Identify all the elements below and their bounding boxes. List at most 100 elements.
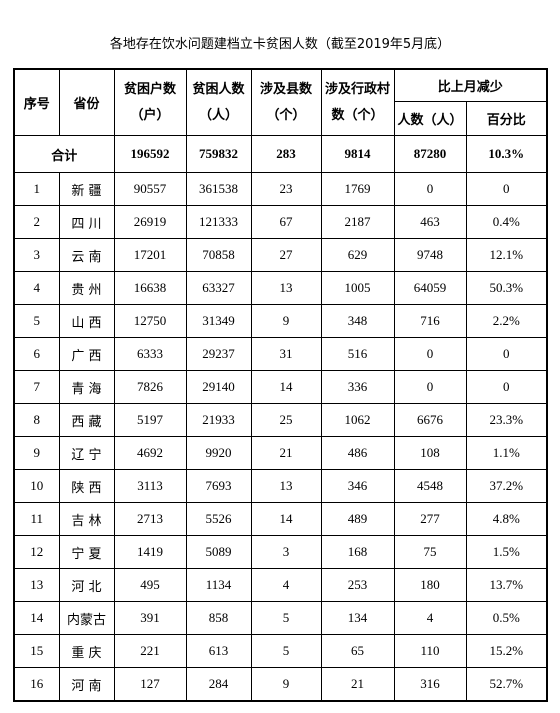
cell: 168: [320, 535, 395, 569]
cell: 4: [250, 568, 322, 602]
cell: 15.2%: [465, 634, 548, 668]
cell: 0.5%: [465, 601, 548, 635]
cell: 348: [320, 304, 395, 338]
total-row: 合计 196592 759832 283 9814 87280 10.3%: [13, 135, 548, 173]
cell: 127: [113, 667, 187, 702]
cell: 2: [13, 205, 60, 239]
total-cell: 759832: [185, 135, 252, 173]
cell: 2713: [113, 502, 187, 536]
cell: 64059: [393, 271, 467, 305]
cell: 3113: [113, 469, 187, 503]
cell: 9920: [185, 436, 252, 470]
cell: 7693: [185, 469, 252, 503]
cell: 16638: [113, 271, 187, 305]
header-line: （个）: [266, 107, 306, 123]
cell: 23.3%: [465, 403, 548, 437]
cell: 6: [13, 337, 60, 371]
cell: 134: [320, 601, 395, 635]
cell: 吉 林: [58, 502, 115, 536]
cell: 1134: [185, 568, 252, 602]
header-line: （人）: [198, 107, 238, 123]
cell: 10: [13, 469, 60, 503]
cell: 云 南: [58, 238, 115, 272]
cell: 37.2%: [465, 469, 548, 503]
header-cell: 百分比: [465, 101, 548, 136]
cell: 21933: [185, 403, 252, 437]
header-line: （户）: [130, 107, 170, 123]
cell: 9: [250, 667, 322, 702]
cell: 0: [465, 370, 548, 404]
cell: 1005: [320, 271, 395, 305]
cell: 21: [320, 667, 395, 702]
cell: 9: [250, 304, 322, 338]
data-row: 12 宁 夏 1419 5089 3 168 75 1.5%: [13, 535, 548, 569]
cell: 108: [393, 436, 467, 470]
header-row: 序号 省份 贫困户数 （户） 贫困人数 （人） 涉及县数 （个） 涉及行政村 数（个） 比上月减少: [13, 68, 548, 136]
cell: 辽 宁: [58, 436, 115, 470]
cell: 四 川: [58, 205, 115, 239]
header-cell: 贫困户数 （户）: [113, 68, 187, 136]
cell: 14: [13, 601, 60, 635]
cell: 5089: [185, 535, 252, 569]
header-cell: 序号: [13, 68, 60, 136]
cell: 5526: [185, 502, 252, 536]
cell: 4548: [393, 469, 467, 503]
cell: 31349: [185, 304, 252, 338]
cell: 65: [320, 634, 395, 668]
header-cell: 人数（人）: [393, 101, 467, 136]
cell: 0: [465, 337, 548, 371]
header-line: 涉及行政村: [324, 81, 390, 97]
cell: 7826: [113, 370, 187, 404]
cell: 5197: [113, 403, 187, 437]
cell: 12: [13, 535, 60, 569]
cell: 52.7%: [465, 667, 548, 702]
total-label: 合计: [13, 135, 115, 173]
cell: 西 藏: [58, 403, 115, 437]
header-cell: 涉及行政村 数（个）: [320, 68, 395, 136]
cell: 0: [393, 370, 467, 404]
cell: 9: [13, 436, 60, 470]
cell: 13.7%: [465, 568, 548, 602]
cell: 67: [250, 205, 322, 239]
cell: 346: [320, 469, 395, 503]
cell: 宁 夏: [58, 535, 115, 569]
cell: 629: [320, 238, 395, 272]
cell: 17201: [113, 238, 187, 272]
cell: 6676: [393, 403, 467, 437]
cell: 63327: [185, 271, 252, 305]
cell: 重 庆: [58, 634, 115, 668]
cell: 青 海: [58, 370, 115, 404]
cell: 8: [13, 403, 60, 437]
cell: 12750: [113, 304, 187, 338]
cell: 50.3%: [465, 271, 548, 305]
cell: 15: [13, 634, 60, 668]
header-cell: 涉及县数 （个）: [250, 68, 322, 136]
table: 序号 省份 贫困户数 （户） 贫困人数 （人） 涉及县数 （个） 涉及行政村 数（个） 比上月减少人…: [13, 68, 548, 702]
header-group: 比上月减少: [393, 68, 548, 102]
cell: 1769: [320, 172, 395, 206]
cell: 13: [250, 469, 322, 503]
cell: 1.5%: [465, 535, 548, 569]
total-cell: 87280: [393, 135, 467, 173]
cell: 613: [185, 634, 252, 668]
cell: 277: [393, 502, 467, 536]
cell: 广 西: [58, 337, 115, 371]
cell: 31: [250, 337, 322, 371]
cell: 5: [250, 601, 322, 635]
cell: 1: [13, 172, 60, 206]
total-cell: 9814: [320, 135, 395, 173]
cell: 河 南: [58, 667, 115, 702]
header-row: 人数（人） 百分比: [14, 101, 548, 136]
cell: 4: [393, 601, 467, 635]
cell: 516: [320, 337, 395, 371]
cell: 29140: [185, 370, 252, 404]
data-row: 13 河 北 495 1134 4 253 180 13.7%: [13, 568, 548, 602]
